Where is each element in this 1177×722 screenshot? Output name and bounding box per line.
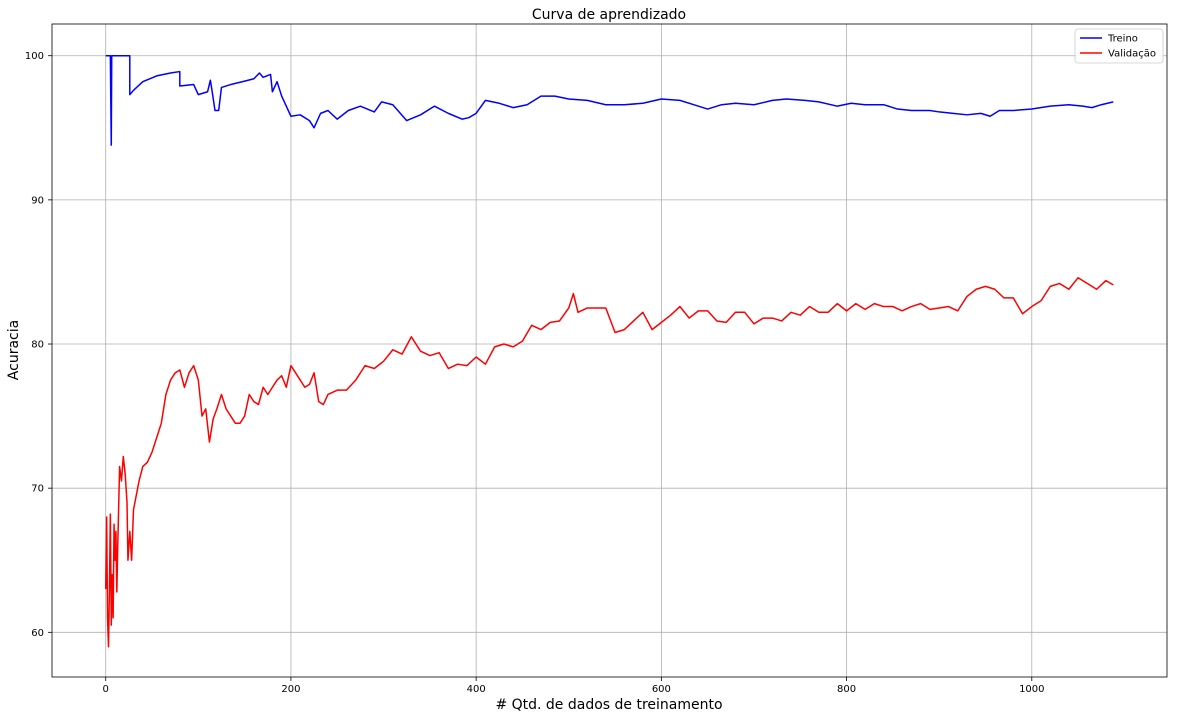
legend: Treino Validação: [1074, 28, 1164, 64]
x-tick-label: 200: [281, 684, 300, 695]
y-tick-label: 70: [31, 484, 44, 495]
x-tick-label: 1000: [1019, 684, 1044, 695]
series-lines: [104, 54, 1114, 648]
x-tick-label: 0: [103, 684, 109, 695]
axis-ticks: 0 200 400 600 800 1000 60 70 80 90 100: [25, 51, 1045, 695]
x-tick-label: 800: [837, 684, 856, 695]
y-tick-label: 80: [31, 340, 44, 351]
series-line-treino: [105, 54, 1114, 146]
x-tick-label: 400: [467, 684, 486, 695]
legend-label-validacao: Validação: [1108, 49, 1156, 60]
grid: [52, 24, 1167, 677]
x-axis-label: # Qtd. de dados de treinamento: [495, 697, 722, 713]
x-tick-label: 600: [652, 684, 671, 695]
plot-frame: [51, 23, 1168, 678]
y-tick-label: 60: [31, 628, 44, 639]
y-axis-label: Acuracia: [6, 320, 22, 380]
legend-label-treino: Treino: [1107, 34, 1138, 45]
series-line-validacao: [104, 276, 1114, 648]
chart-title: Curva de aprendizado: [532, 7, 686, 23]
y-tick-label: 100: [25, 51, 44, 62]
y-tick-label: 90: [31, 195, 44, 206]
